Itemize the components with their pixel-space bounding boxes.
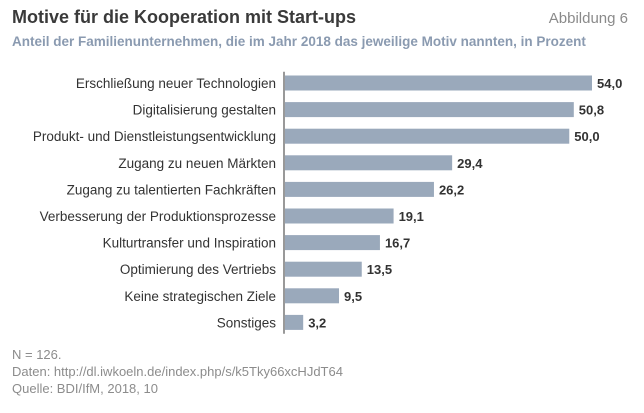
value-label: 29,4 [457,156,483,171]
bar [285,181,434,197]
category-label: Keine strategischen Ziele [124,289,276,304]
category-label: Optimierung des Vertriebs [120,262,276,277]
source-note: Quelle: BDI/IfM, 2018, 10 [12,381,158,396]
category-label: Verbesserung der Produktionsprozesse [40,209,276,224]
bar [285,314,304,330]
value-label: 19,1 [399,209,424,224]
category-label: Produkt- und Dienstleistungsentwicklung [33,129,276,144]
bar [285,208,394,224]
value-label: 3,2 [308,315,326,330]
category-label: Zugang zu neuen Märkten [118,156,276,171]
value-label: 16,7 [385,236,410,251]
category-label: Digitalisierung gestalten [133,103,276,118]
value-label: 50,0 [574,129,599,144]
value-label: 50,8 [579,103,604,118]
bar [285,235,380,251]
value-label: 9,5 [344,289,362,304]
figure-number: Abbildung 6 [548,10,628,27]
category-label: Zugang zu talentierten Fachkräften [67,182,276,197]
bar [285,75,592,91]
chart-footer: N = 126. Daten: http://dl.iwkoeln.de/ind… [12,346,343,397]
bar [285,102,574,118]
category-label: Erschließung neuer Technologien [76,76,276,91]
bar [285,128,570,144]
category-label: Sonstiges [217,315,277,330]
bar [285,288,340,304]
bar-chart: Erschließung neuer Technologien 54,0 Digit… [33,71,622,334]
bar [285,261,362,277]
category-label: Kulturtransfer und Inspiration [103,236,276,251]
value-label: 54,0 [597,76,622,91]
value-label: 26,2 [439,182,464,197]
sample-size-note: N = 126. [12,347,62,362]
bar [285,155,453,171]
bars-layer: Erschließung neuer Technologien 54,0 Digit… [33,75,622,330]
chart-subtitle: Anteil der Familienunternehmen, die im J… [12,34,586,49]
data-source-link[interactable]: Daten: http://dl.iwkoeln.de/index.php/s/… [12,364,343,379]
chart-title: Motive für die Kooperation mit Start-ups [12,7,357,27]
value-label: 13,5 [367,262,392,277]
